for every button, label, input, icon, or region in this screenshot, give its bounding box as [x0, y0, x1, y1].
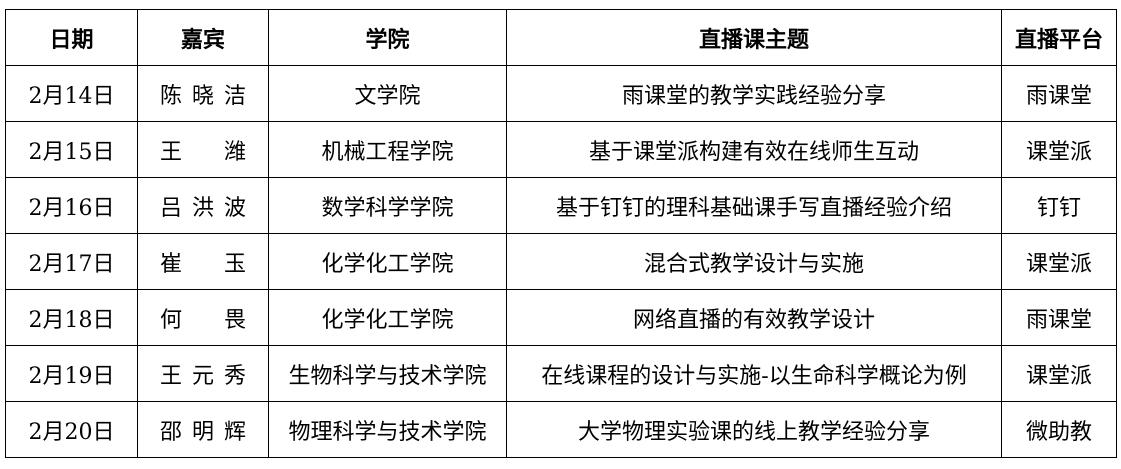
topic-cell: 混合式教学设计与实施	[506, 233, 1002, 290]
guest-name: 崔 玉	[160, 251, 246, 277]
header-platform: 直播平台	[1001, 9, 1117, 66]
guest-name: 吕 洪 波	[160, 195, 246, 221]
schedule-table: 日期 嘉宾 学院 直播课主题 直播平台 2月14日陈 晓 洁文学院 雨课堂的教学实…	[5, 9, 1117, 458]
date-cell: 2月16日	[5, 177, 138, 234]
table-row: 2月15日王 潍机械工程学院 基于课堂派构建有效在线师生互动 课堂派	[5, 121, 1117, 178]
topic-cell: 基于钉钉的理科基础课手写直播经验介绍	[506, 177, 1002, 234]
guest-name: 邵 明 辉	[160, 419, 246, 445]
date-cell: 2月14日	[5, 65, 138, 122]
header-date: 日期	[5, 9, 138, 66]
table-row: 2月17日崔 玉化学化工学院 混合式教学设计与实施 课堂派	[5, 233, 1117, 290]
guest-name: 何 畏	[160, 307, 246, 333]
guest-cell: 吕 洪 波	[137, 177, 269, 234]
platform-cell: 课堂派	[1001, 233, 1117, 290]
platform-cell: 课堂派	[1001, 121, 1117, 178]
guest-cell: 崔 玉	[137, 233, 269, 290]
college-cell: 文学院	[268, 65, 507, 122]
date-cell: 2月17日	[5, 233, 138, 290]
header-guest: 嘉宾	[137, 9, 269, 66]
table-row: 2月19日王 元 秀生物科学与技术学院 在线课程的设计与实施-以生命科学概论为例课…	[5, 345, 1117, 402]
header-college: 学院	[268, 9, 507, 66]
college-cell: 数学科学学院	[268, 177, 507, 234]
platform-cell: 雨课堂	[1001, 289, 1117, 346]
date-cell: 2月20日	[5, 401, 138, 458]
guest-cell: 陈 晓 洁	[137, 65, 269, 122]
guest-name: 王 元 秀	[160, 363, 246, 389]
platform-cell: 雨课堂	[1001, 65, 1117, 122]
platform-cell: 钉钉	[1001, 177, 1117, 234]
table-row: 2月20日邵 明 辉物理科学与技术学院 大学物理实验课的线上教学经验分享 微助教	[5, 401, 1117, 458]
guest-name: 陈 晓 洁	[160, 83, 246, 109]
guest-cell: 王 潍	[137, 121, 269, 178]
header-topic: 直播课主题	[506, 9, 1002, 66]
guest-cell: 何 畏	[137, 289, 269, 346]
college-cell: 化学化工学院	[268, 233, 507, 290]
guest-cell: 邵 明 辉	[137, 401, 269, 458]
topic-cell: 基于课堂派构建有效在线师生互动	[506, 121, 1002, 178]
college-cell: 物理科学与技术学院	[268, 401, 507, 458]
topic-cell: 大学物理实验课的线上教学经验分享	[506, 401, 1002, 458]
table-row: 2月18日何 畏化学化工学院 网络直播的有效教学设计 雨课堂	[5, 289, 1117, 346]
platform-cell: 微助教	[1001, 401, 1117, 458]
platform-cell: 课堂派	[1001, 345, 1117, 402]
header-row: 日期 嘉宾 学院 直播课主题 直播平台	[5, 9, 1117, 66]
topic-cell: 网络直播的有效教学设计	[506, 289, 1002, 346]
college-cell: 生物科学与技术学院	[268, 345, 507, 402]
topic-cell: 雨课堂的教学实践经验分享	[506, 65, 1002, 122]
date-cell: 2月18日	[5, 289, 138, 346]
college-cell: 机械工程学院	[268, 121, 507, 178]
guest-cell: 王 元 秀	[137, 345, 269, 402]
date-cell: 2月15日	[5, 121, 138, 178]
table-row: 2月16日吕 洪 波数学科学学院 基于钉钉的理科基础课手写直播经验介绍 钉钉	[5, 177, 1117, 234]
date-cell: 2月19日	[5, 345, 138, 402]
topic-cell: 在线课程的设计与实施-以生命科学概论为例	[506, 345, 1002, 402]
guest-name: 王 潍	[160, 139, 246, 165]
table-row: 2月14日陈 晓 洁文学院 雨课堂的教学实践经验分享 雨课堂	[5, 65, 1117, 122]
college-cell: 化学化工学院	[268, 289, 507, 346]
